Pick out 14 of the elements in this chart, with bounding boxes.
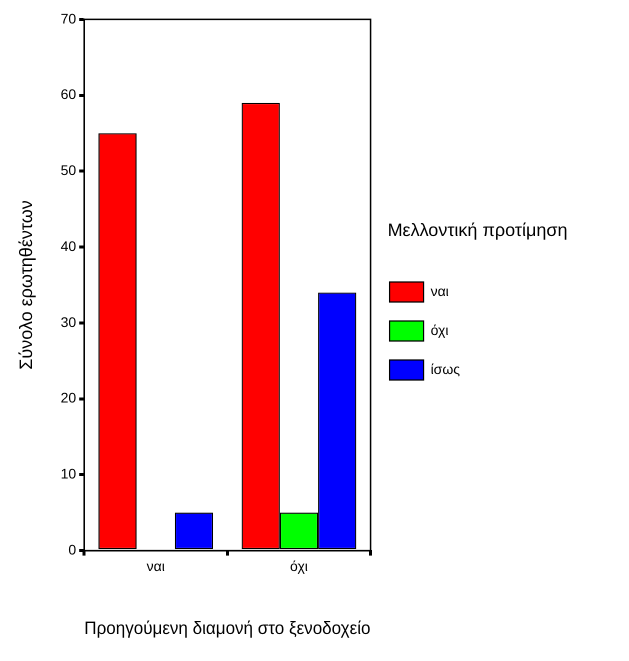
legend-label: ίσως	[430, 360, 460, 377]
y-tick-label: 10	[60, 466, 76, 482]
legend-label: ναι	[430, 282, 449, 299]
legend-label: όχι	[430, 322, 448, 338]
y-tick-label: 0	[68, 541, 76, 558]
y-tick-label: 20	[60, 390, 76, 406]
y-tick-label: 50	[60, 162, 76, 178]
legend-title: Μελλοντική προτίμηση	[388, 220, 568, 241]
y-tick-label: 30	[60, 314, 76, 330]
y-tick-label: 60	[60, 86, 76, 102]
y-tick-label: 40	[60, 238, 76, 254]
y-axis-title: Σύνολο ερωτηθέντων	[16, 200, 36, 370]
x-axis-title: Προηγούμενη διαμονή στο ξενοδοχείο	[84, 618, 370, 638]
y-tick-label: 70	[60, 10, 76, 26]
